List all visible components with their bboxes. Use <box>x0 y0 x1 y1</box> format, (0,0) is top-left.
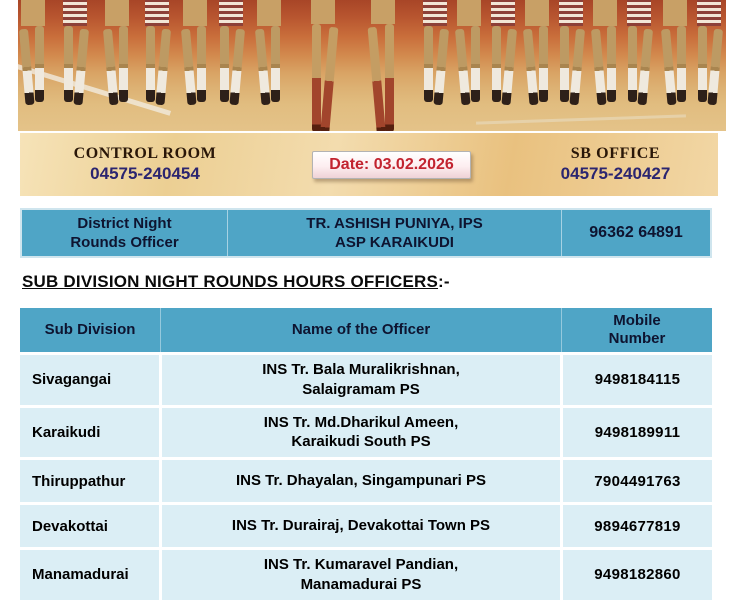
table-row: Karaikudi INS Tr. Md.Dharikul Ameen, Kar… <box>20 407 712 458</box>
role-line-1: District Night <box>77 214 172 232</box>
table-row: Manamadurai INS Tr. Kumaravel Pandian, M… <box>20 550 712 600</box>
table-row: Devakottai INS Tr. Durairaj, Devakottai … <box>20 505 712 548</box>
officer-name-line-1: INS Tr. Dhayalan, Singampunari PS <box>235 472 487 490</box>
parade-figure <box>590 0 618 106</box>
road-marking-line <box>476 114 686 125</box>
parade-figure <box>490 0 518 106</box>
parade-figure <box>254 0 282 106</box>
sub-division-cell: Thiruppathur <box>20 460 159 503</box>
district-officer-name: TR. ASHISH PUNIYA, IPS ASP KARAIKUDI <box>227 210 562 256</box>
table-header-row: Sub Division Name of the Officer Mobile … <box>20 308 712 352</box>
sb-office-phone: 04575-240427 <box>560 163 671 183</box>
officer-name-line-1: INS Tr. Bala Muralikrishnan, <box>262 361 460 378</box>
section-heading-text: SUB DIVISION NIGHT ROUNDS HOURS OFFICERS <box>22 272 439 291</box>
header-officer-name: Name of the Officer <box>160 308 562 352</box>
mobile-number-cell: 7904491763 <box>563 460 712 503</box>
officer-name-line-1: INS Tr. Kumaravel Pandian, <box>263 556 459 574</box>
date-badge: Date: 03.02.2026 <box>312 150 471 179</box>
parade-figure <box>180 0 208 106</box>
sb-office-label: SB OFFICE <box>570 145 661 163</box>
parade-figure <box>522 0 550 106</box>
header-sub-division: Sub Division <box>44 321 136 338</box>
control-room-phone: 04575-240454 <box>90 163 200 183</box>
parade-figure <box>696 0 724 106</box>
sub-division-cell: Karaikudi <box>20 407 159 458</box>
control-room-label: CONTROL ROOM <box>73 145 217 163</box>
sub-division-cell: Manamadurai <box>20 550 159 600</box>
parade-officer-figure <box>310 0 339 131</box>
parade-figure <box>626 0 654 106</box>
mobile-number-cell: 9894677819 <box>563 505 712 548</box>
parade-figure <box>454 0 482 106</box>
officer-name-cell: INS Tr. Bala Muralikrishnan, Salaigramam… <box>162 355 560 405</box>
officer-name-cell: INS Tr. Kumaravel Pandian, Manamadurai P… <box>162 550 560 600</box>
parade-figure <box>102 0 130 106</box>
sub-division-cell: Sivagangai <box>20 355 159 405</box>
officer-name-line-2: Manamadurai PS <box>300 575 422 593</box>
officer-name-line-1: INS Tr. Durairaj, Devakottai Town PS <box>231 517 491 535</box>
control-room-block: CONTROL ROOM 04575-240454 <box>20 145 270 184</box>
officer-name-cell: INS Tr. Md.Dharikul Ameen, Karaikudi Sou… <box>162 407 560 458</box>
parade-photo <box>18 0 726 131</box>
officer-name-line-2: ASP KARAIKUDI <box>335 234 454 251</box>
officer-name-cell: INS Tr. Dhayalan, Singampunari PS <box>162 460 560 503</box>
officer-name-line-1: INS Tr. Md.Dharikul Ameen, <box>263 413 459 431</box>
mobile-number-cell: 9498182860 <box>563 550 712 600</box>
parade-figure <box>18 0 46 106</box>
section-heading-suffix: :- <box>438 272 450 291</box>
officer-name-line-2: Salaigramam PS <box>302 380 420 398</box>
parade-figure <box>660 0 688 106</box>
header-mobile-number: Mobile Number <box>608 312 666 347</box>
parade-officer-figure <box>367 0 396 131</box>
table-row: Thiruppathur INS Tr. Dhayalan, Singampun… <box>20 460 712 503</box>
role-line-2: Rounds Officer <box>70 234 179 251</box>
parade-figure <box>62 0 90 106</box>
sb-office-block: SB OFFICE 04575-240427 <box>513 145 718 184</box>
table-body: Sivagangai INS Tr. Bala Muralikrishnan, … <box>20 355 712 600</box>
mobile-number-cell: 9498184115 <box>563 355 712 405</box>
sub-division-cell: Devakottai <box>20 505 159 548</box>
officer-name-line-1: TR. ASHISH PUNIYA, IPS <box>306 214 483 232</box>
mobile-number-cell: 9498189911 <box>563 407 712 458</box>
parade-figure <box>218 0 246 106</box>
officer-name-line-2: Karaikudi South PS <box>291 433 431 451</box>
district-officer-mobile: 96362 64891 <box>589 223 683 241</box>
district-officer-bar: District Night Rounds Officer TR. ASHISH… <box>20 208 712 258</box>
officers-table: Sub Division Name of the Officer Mobile … <box>20 308 712 600</box>
parade-figure <box>422 0 450 106</box>
officer-name-cell: INS Tr. Durairaj, Devakottai Town PS <box>162 505 560 548</box>
section-heading: SUB DIVISION NIGHT ROUNDS HOURS OFFICERS… <box>22 272 730 292</box>
parade-figure <box>558 0 586 106</box>
contact-band: CONTROL ROOM 04575-240454 Date: 03.02.20… <box>20 133 718 196</box>
parade-figure <box>144 0 172 106</box>
date-block: Date: 03.02.2026 <box>270 150 513 179</box>
table-row: Sivagangai INS Tr. Bala Muralikrishnan, … <box>20 355 712 405</box>
district-officer-role: District Night Rounds Officer <box>22 210 227 256</box>
